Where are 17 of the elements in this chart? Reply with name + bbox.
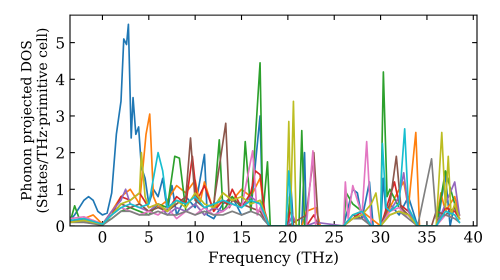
y-axis-title: Phonon projected DOS (States/THz·primitive cell) xyxy=(20,28,50,212)
y-tick-label: 0 xyxy=(56,220,64,232)
x-tick-label: 35 xyxy=(418,231,436,243)
x-tick-label: 40 xyxy=(464,231,482,243)
x-tick-label: 30 xyxy=(372,231,390,243)
y-tick-label: 5 xyxy=(56,37,64,49)
y-tick-label: 4 xyxy=(56,74,64,86)
y-tick-label: 1 xyxy=(57,184,63,196)
x-tick-label: 25 xyxy=(326,231,343,243)
x-tick-label: 20 xyxy=(279,231,297,243)
x-tick-label: 15 xyxy=(234,231,250,243)
x-tick-label: 0 xyxy=(98,231,106,243)
y-tick-label: 2 xyxy=(56,147,64,158)
x-axis-title: Frequency (THz) xyxy=(208,251,338,266)
x-tick-label: 5 xyxy=(145,231,152,243)
y-tick-label: 3 xyxy=(56,110,64,122)
x-tick-label: 10 xyxy=(187,231,204,243)
